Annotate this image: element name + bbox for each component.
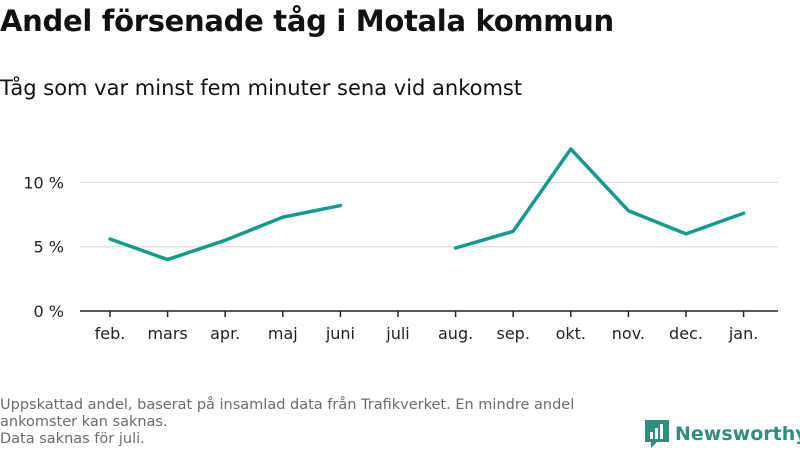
- series-line: [108, 203, 343, 262]
- y-tick-label: 0 %: [34, 302, 64, 321]
- x-tick-label: maj: [268, 324, 298, 343]
- y-tick-label: 10 %: [23, 173, 64, 192]
- source-note-line-1: Uppskattad andel, baserat på insamlad da…: [0, 397, 575, 430]
- x-tick-label: dec.: [669, 324, 703, 343]
- x-tick-label: nov.: [612, 324, 645, 343]
- brand-logo: Newsworthy: [645, 420, 800, 448]
- chart-subtitle: Tåg som var minst fem minuter sena vid a…: [0, 76, 523, 100]
- x-tick-label: mars: [147, 324, 187, 343]
- x-tick-label: okt.: [556, 324, 586, 343]
- source-note-line-2: Data saknas för juli.: [0, 431, 145, 447]
- series-line: [453, 147, 746, 250]
- x-tick-label: apr.: [210, 324, 240, 343]
- x-tick-label: aug.: [438, 324, 473, 343]
- brand-name: Newsworthy: [675, 423, 800, 445]
- x-tick-label: juni: [325, 324, 355, 343]
- y-tick-label: 5 %: [34, 238, 64, 257]
- x-tick-label: jan.: [728, 324, 758, 343]
- source-note: Uppskattad andel, baserat på insamlad da…: [0, 397, 640, 448]
- x-tick-label: sep.: [496, 324, 529, 343]
- x-tick-label: juli: [385, 324, 409, 343]
- x-tick-label: feb.: [95, 324, 126, 343]
- chart-title: Andel försenade tåg i Motala kommun: [0, 4, 614, 38]
- newsworthy-logo-icon: [645, 420, 669, 448]
